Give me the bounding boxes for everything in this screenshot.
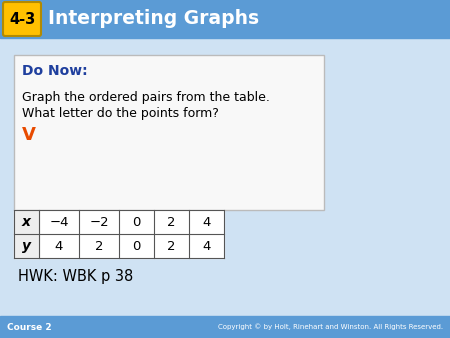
Bar	[14, 55, 324, 210]
Text: Graph the ordered pairs from the table.: Graph the ordered pairs from the table.	[22, 91, 270, 103]
Text: 2: 2	[95, 240, 103, 252]
Text: 4: 4	[202, 240, 211, 252]
Bar	[14, 210, 224, 258]
Text: Course 2: Course 2	[7, 322, 52, 332]
Text: 4: 4	[202, 216, 211, 228]
Bar	[0, 0, 450, 38]
Text: Copyright © by Holt, Rinehart and Winston. All Rights Reserved.: Copyright © by Holt, Rinehart and Winsto…	[218, 324, 443, 330]
Bar	[14, 210, 39, 234]
Bar	[0, 316, 450, 338]
Text: 2: 2	[167, 240, 176, 252]
Text: 0: 0	[132, 240, 141, 252]
Text: 4: 4	[55, 240, 63, 252]
Text: x: x	[22, 215, 31, 229]
Text: HWK: WBK p 38: HWK: WBK p 38	[18, 268, 133, 284]
Bar	[14, 234, 39, 258]
Text: Interpreting Graphs: Interpreting Graphs	[48, 9, 259, 28]
Text: −2: −2	[89, 216, 109, 228]
Text: V: V	[22, 126, 36, 144]
Text: 2: 2	[167, 216, 176, 228]
Text: Do Now:: Do Now:	[22, 64, 88, 78]
Text: 4-3: 4-3	[9, 11, 35, 26]
FancyBboxPatch shape	[3, 2, 41, 36]
Text: 0: 0	[132, 216, 141, 228]
Text: y: y	[22, 239, 31, 253]
Text: What letter do the points form?: What letter do the points form?	[22, 106, 219, 120]
Text: −4: −4	[49, 216, 69, 228]
